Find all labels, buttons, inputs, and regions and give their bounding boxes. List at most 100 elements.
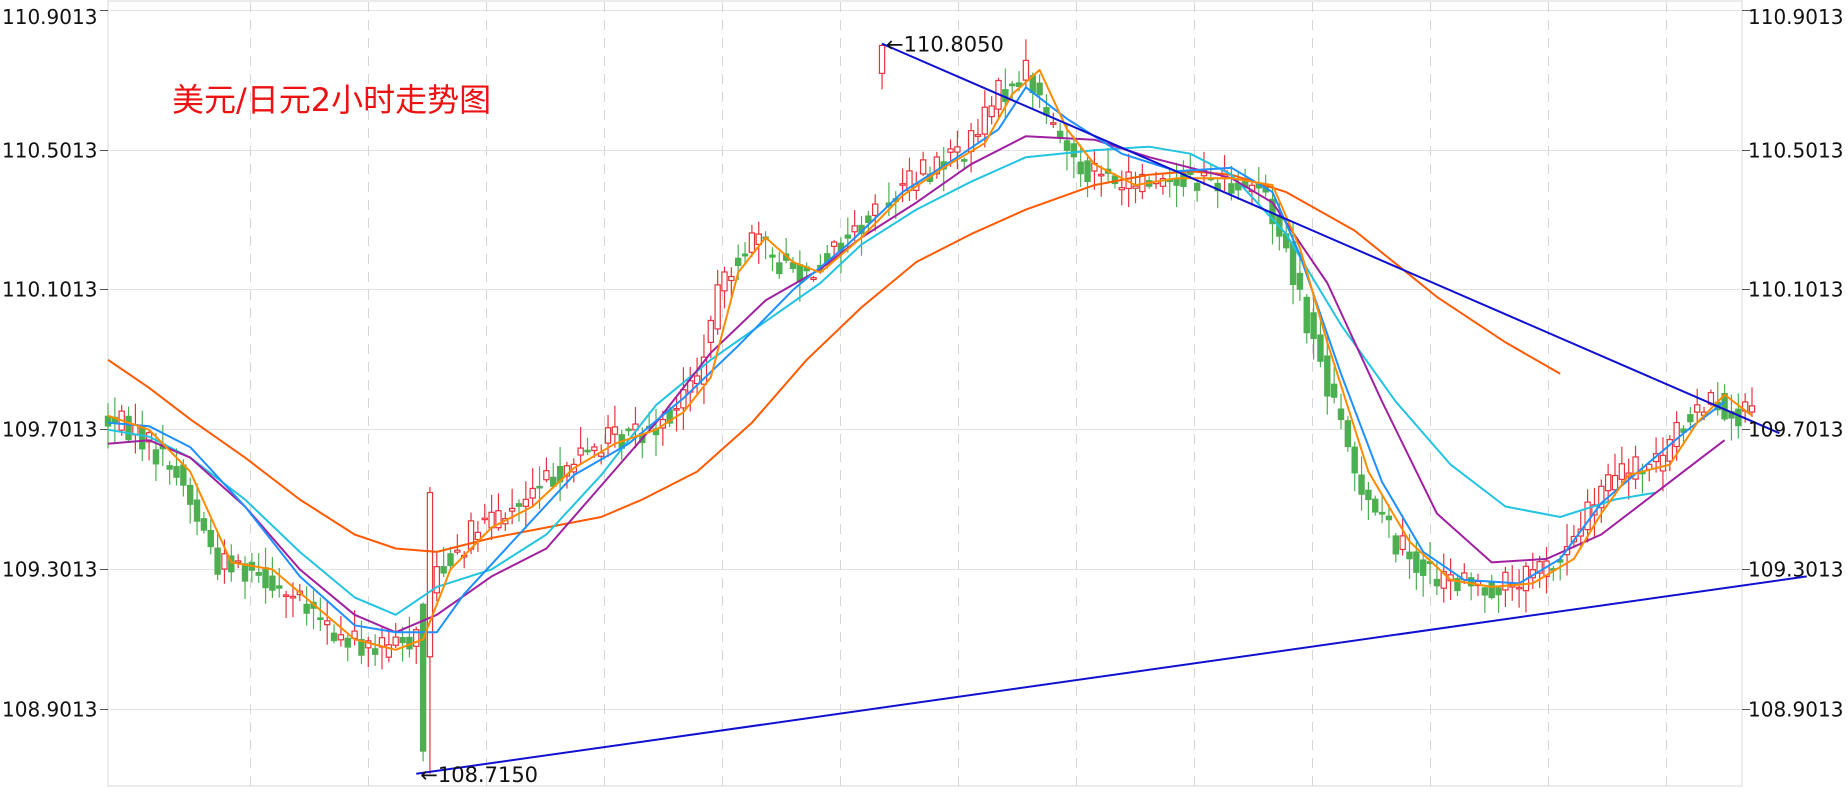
candle-body-down (173, 466, 180, 478)
moving-average-line-ma_purple (107, 135, 1726, 634)
candle-body-down (844, 234, 852, 239)
candle (954, 130, 961, 170)
candle (988, 96, 995, 125)
labels-layer: 110.9013 110.9013 110.5013 110.5013 110.1013… (2, 5, 1843, 787)
candle (1070, 135, 1078, 179)
candle (995, 77, 1002, 120)
candle (755, 221, 762, 264)
candle-body-down (447, 553, 454, 567)
candle-body-down (1488, 582, 1495, 599)
candle (700, 334, 708, 404)
candle-body-up (933, 156, 941, 175)
candle-body-up (385, 644, 393, 658)
candle-body-down (1303, 296, 1310, 334)
candle (371, 634, 379, 666)
candle (1399, 515, 1406, 556)
candle (906, 157, 913, 201)
candle-body-up (1604, 474, 1612, 492)
candle-body-up (1399, 535, 1406, 551)
candle (604, 414, 612, 458)
candle (625, 426, 632, 436)
candle (1358, 456, 1365, 511)
candle-body-up (413, 629, 420, 647)
candle-body-up (748, 232, 756, 253)
candle (440, 547, 447, 577)
candle (1604, 463, 1612, 501)
candle (1104, 147, 1112, 183)
candle (707, 315, 715, 359)
y-tick-label-right: 109.3013 (1748, 558, 1843, 582)
candle (1515, 569, 1523, 608)
candle-body-up (282, 594, 290, 598)
candle-body-down (776, 262, 783, 275)
candle (810, 275, 817, 282)
candle (1344, 416, 1352, 452)
y-tick-label-left: 110.5013 (2, 139, 97, 163)
candle-body-up (1632, 456, 1639, 480)
candle-body-down (180, 464, 187, 486)
candle (1659, 437, 1667, 492)
candle (1748, 387, 1756, 417)
candle-body-down (961, 159, 968, 162)
candle-body-up (1618, 463, 1626, 480)
candle-body-up (1515, 586, 1523, 590)
chart-title: 美元/日元2小时走势图 (172, 81, 491, 119)
candle (317, 597, 324, 631)
candle (652, 408, 660, 456)
candle-body-up (1666, 438, 1673, 462)
candle-body-up (1050, 122, 1057, 125)
candle-body-down (1063, 140, 1071, 151)
candle-body-up (1693, 404, 1701, 413)
candle-body-down (1687, 414, 1694, 423)
candle-body-down (1433, 578, 1441, 587)
candle-body-up (1673, 421, 1680, 448)
candle (1611, 453, 1619, 497)
candle-body-down (1419, 559, 1427, 576)
candle-body-down (536, 485, 543, 489)
candle-body-down (1358, 474, 1365, 495)
trendline-lower (416, 575, 1807, 775)
candle-body-up (810, 277, 817, 281)
candle (673, 396, 680, 432)
candle-body-up (693, 375, 701, 385)
candle-body-down (399, 637, 406, 644)
candle-body-down (1351, 446, 1358, 474)
candle-body-up (454, 549, 461, 553)
candle (104, 403, 112, 449)
candle (166, 460, 173, 485)
candle (214, 530, 221, 581)
candle-body-down (440, 566, 447, 574)
candle-body-down (1481, 587, 1489, 596)
candle (762, 231, 769, 260)
candle-body-up (1502, 571, 1509, 591)
candle (344, 632, 351, 662)
candle (392, 623, 399, 649)
candle-body-up (1159, 177, 1167, 187)
candle-body-up (474, 531, 482, 541)
candle-body-up (392, 636, 399, 646)
candle-body-up (1598, 485, 1605, 509)
candle (851, 210, 858, 242)
candle-body-up (1132, 185, 1139, 189)
candle-body-up (981, 106, 989, 135)
candle (693, 357, 701, 397)
candle (111, 397, 119, 443)
candle (1289, 221, 1297, 305)
candle-body-down (769, 254, 776, 258)
candle (419, 602, 427, 762)
candle-body-down (207, 529, 214, 548)
y-tick-label-left: 110.1013 (2, 278, 97, 302)
candle-body-down (1289, 241, 1297, 286)
candle (611, 405, 619, 448)
candle (378, 626, 386, 670)
candle-body-up (481, 517, 488, 521)
candle-body-up (1584, 501, 1591, 531)
candle-body-up (1098, 173, 1105, 177)
candle (1310, 292, 1317, 360)
candle (1693, 388, 1701, 424)
candle (1392, 532, 1399, 563)
candle (529, 468, 536, 507)
candle (145, 429, 153, 461)
candle-body-down (1310, 312, 1317, 340)
